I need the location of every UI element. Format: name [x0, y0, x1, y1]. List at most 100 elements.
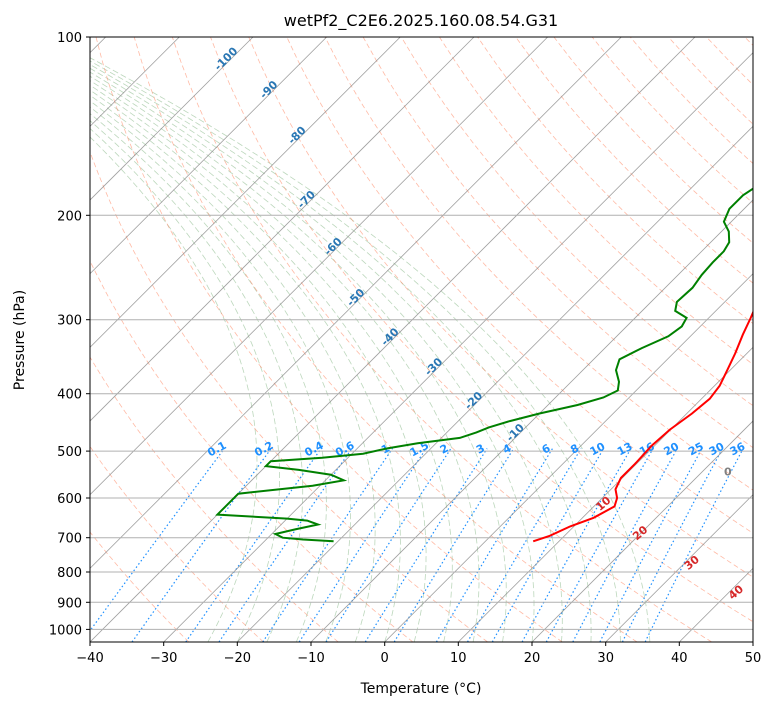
- isotherm-label: -60: [322, 235, 345, 258]
- dry-adiabat-line: [133, 37, 638, 642]
- moist-adiabat-line: [90, 89, 427, 642]
- x-tick-label: 10: [450, 651, 467, 666]
- mixing-ratio-lines: [90, 448, 744, 642]
- y-tick-label: 400: [57, 388, 82, 403]
- dry-adiabat-label: 30: [682, 553, 702, 573]
- isotherm-line: [679, 567, 753, 642]
- moist-adiabat-line: [90, 80, 480, 642]
- mixing-ratio-line: [435, 448, 554, 642]
- mixing-ratio-line: [466, 448, 582, 642]
- isotherm-line: [458, 346, 753, 642]
- moist-adiabat-line: [90, 57, 651, 642]
- isotherm-line: [605, 494, 753, 642]
- mixing-ratio-line: [325, 448, 452, 642]
- isotherm-line: [90, 37, 475, 422]
- isotherm-label: -40: [378, 325, 401, 348]
- isotherm-label: -10: [504, 421, 527, 444]
- moist-adiabat-line: [90, 94, 401, 642]
- temperature-profile-line: [532, 309, 753, 543]
- moist-adiabat-line: [90, 113, 327, 642]
- mixing-ratio-line: [185, 448, 322, 642]
- dry-adiabat-line: [591, 37, 753, 204]
- mixing-ratio-label: 10: [588, 440, 608, 459]
- y-tick-label: 100: [57, 31, 82, 46]
- mixing-ratio-line: [491, 448, 605, 642]
- moist-adiabat-line: [90, 64, 592, 642]
- y-tick-label: 800: [57, 566, 82, 581]
- moist-adiabat-line: [90, 120, 304, 642]
- isotherm-label: -20: [462, 389, 485, 412]
- y-tick-label: 1000: [49, 623, 82, 638]
- moist-adiabat-line: [90, 106, 351, 642]
- dewpoint-profile-line: [215, 187, 753, 543]
- mixing-ratio-label: 0.4: [302, 439, 326, 460]
- background-lines: [90, 37, 753, 642]
- mixing-ratio-label: 30: [707, 440, 727, 459]
- x-axis-ticks: −40 −30 −20 −10 0 10 20 30 40 50: [76, 642, 761, 666]
- isotherm-line: [752, 641, 753, 642]
- x-tick-label: −30: [150, 651, 177, 666]
- moist-adiabat-line: [90, 127, 280, 642]
- dry-adiabat-line: [515, 37, 753, 284]
- mixing-ratio-line: [131, 448, 272, 642]
- isotherm-line: [384, 273, 753, 642]
- y-tick-label: 500: [57, 445, 82, 460]
- dry-adiabat-line: [400, 37, 753, 407]
- isotherm-line: [90, 37, 696, 642]
- dry-adiabat-line: [90, 356, 339, 642]
- moist-adiabat-line: [90, 100, 376, 642]
- mixing-ratio-line: [644, 448, 744, 642]
- x-tick-label: −10: [297, 651, 324, 666]
- dry-adiabat-line: [362, 37, 753, 449]
- x-tick-label: 40: [671, 651, 688, 666]
- mixing-ratio-label: 25: [686, 440, 706, 459]
- x-tick-label: 20: [524, 651, 541, 666]
- mixing-ratio-line: [621, 448, 723, 642]
- isotherm-line: [531, 420, 753, 642]
- x-tick-label: −20: [224, 651, 251, 666]
- moist-adiabat-line: [90, 75, 507, 642]
- mixing-ratio-label: 0.1: [205, 439, 228, 460]
- isotherm-label: -30: [422, 355, 445, 378]
- mixing-ratio-label: 0.2: [252, 439, 275, 460]
- isotherm-line: [310, 199, 753, 642]
- mixing-ratio-line: [572, 448, 678, 642]
- isotherm-line: [90, 37, 548, 496]
- dry-adiabat-line: [744, 37, 753, 46]
- dry-adiabat-line: [668, 37, 753, 125]
- mixing-ratio-line: [364, 448, 488, 642]
- isotherm-line: [90, 37, 622, 569]
- isotherm-line: [237, 125, 753, 642]
- isotherm-line: [163, 52, 753, 642]
- x-tick-label: 50: [745, 651, 762, 666]
- dry-adiabat-line: [324, 37, 753, 491]
- y-tick-label: 700: [57, 532, 82, 547]
- mixing-ratio-line: [599, 448, 703, 642]
- x-axis-label: Temperature (°C): [360, 681, 482, 697]
- isotherm-line: [90, 37, 254, 201]
- mixing-ratio-label: 36: [728, 440, 748, 459]
- mixing-ratio-label: 2: [438, 442, 451, 457]
- mixing-ratio-line: [298, 448, 427, 642]
- y-axis-label: Pressure (hPa): [12, 290, 28, 390]
- pressure-gridlines: [90, 37, 753, 630]
- moist-adiabat-line: [90, 136, 258, 642]
- dry-adiabat-line: [210, 37, 753, 623]
- isotherm-label: -80: [285, 124, 308, 147]
- y-tick-label: 300: [57, 314, 82, 329]
- mixing-ratio-label: 20: [662, 440, 682, 459]
- moist-adiabat-line: [90, 84, 453, 642]
- mixing-ratio-line: [218, 448, 353, 642]
- dry-adiabat-line: [90, 150, 488, 642]
- dry-adiabat-line: [248, 37, 753, 578]
- dry-adiabat-label: 40: [726, 582, 746, 602]
- mixing-ratio-line: [262, 448, 393, 642]
- x-tick-label: 0: [381, 651, 389, 666]
- x-tick-label: −40: [76, 651, 103, 666]
- mixing-ratio-label: 6: [540, 441, 553, 456]
- isotherm-label: -70: [295, 188, 318, 211]
- dry-adiabat-line: [171, 37, 712, 642]
- isotherms: [90, 37, 753, 642]
- mixing-ratio-line: [90, 448, 225, 632]
